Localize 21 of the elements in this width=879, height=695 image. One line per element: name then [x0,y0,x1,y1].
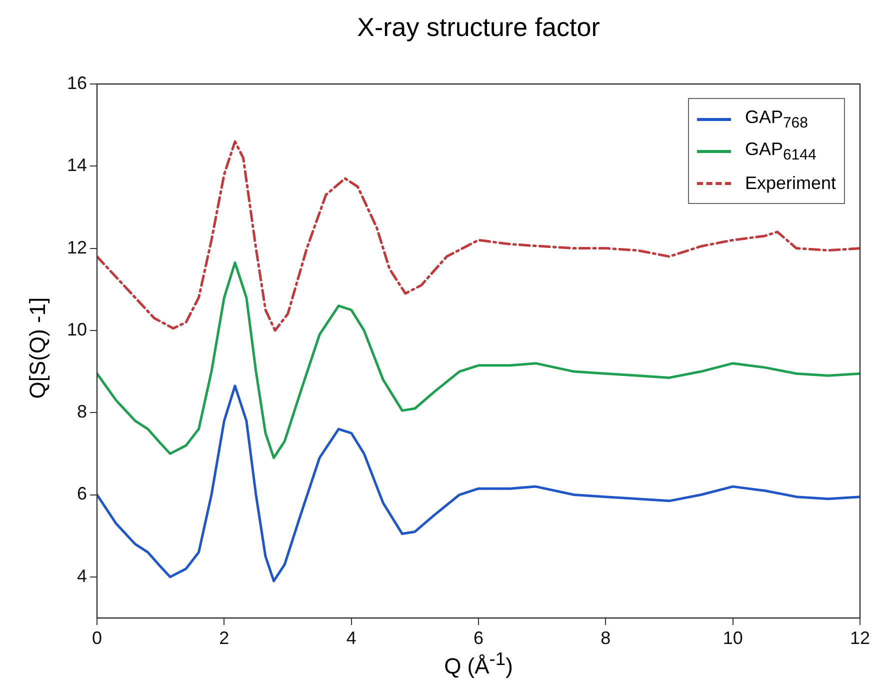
y-axis-title: Q[S(Q) -1] [25,296,51,401]
x-axis-title: Q (Å$^{-1}$) [443,648,514,680]
x-tick-label: 12 [850,628,870,648]
x-tick-label: 4 [346,628,356,648]
y-tick-label: 14 [66,155,87,176]
x-tick-label: 10 [722,628,743,648]
x-tick-label: 8 [600,628,611,648]
y-tick-label: 12 [66,237,87,258]
legend-label: GAP$_{6144}$ [744,138,816,164]
y-tick-label: 4 [76,566,87,586]
legend-label: Experiment [744,172,836,194]
legend-label: GAP$_{768}$ [744,106,808,132]
x-tick-label: 0 [92,628,102,648]
x-tick-label: 6 [473,628,484,648]
y-tick-label: 6 [76,484,87,504]
x-tick-label: 2 [219,628,230,648]
y-tick-label: 8 [76,402,87,422]
y-tick-label: 10 [66,319,87,340]
chart-title: X-ray structure factor [356,12,601,43]
line-series [97,140,860,332]
y-tick-label: 16 [66,72,87,93]
